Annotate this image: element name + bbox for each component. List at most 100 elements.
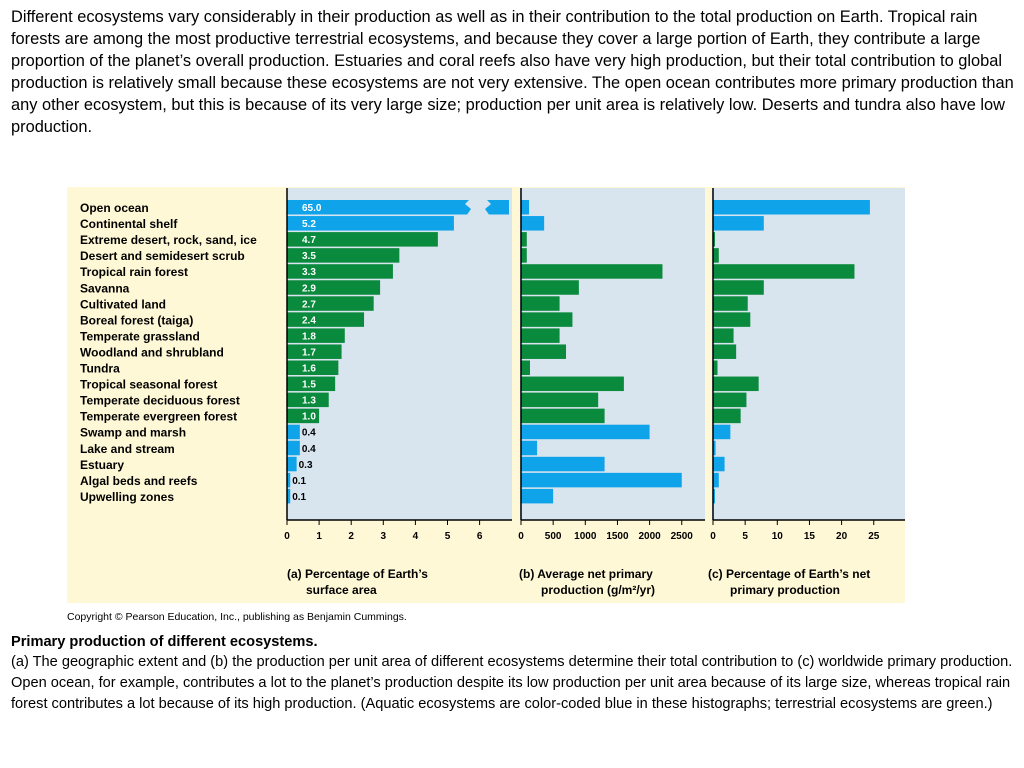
panel-title-b: (b) Average net primary — [519, 567, 653, 581]
category-label: Open ocean — [80, 201, 149, 215]
bar-value-label: 1.7 — [302, 347, 316, 358]
x-tick-label: 10 — [772, 531, 784, 542]
category-label: Extreme desert, rock, sand, ice — [80, 233, 257, 247]
bar-value-label: 2.9 — [302, 283, 316, 294]
category-label: Savanna — [80, 281, 130, 295]
x-tick-label: 0 — [710, 531, 716, 542]
bar-value-label: 1.8 — [302, 331, 316, 342]
bar — [521, 424, 650, 440]
x-tick-label: 5 — [742, 531, 748, 542]
bar — [521, 296, 560, 311]
intro-paragraph: Different ecosystems vary considerably i… — [11, 8, 1014, 136]
bar — [287, 200, 509, 215]
bar-value-label: 5.2 — [302, 219, 316, 230]
bar-value-label: 0.1 — [292, 492, 306, 503]
x-tick-label: 0 — [518, 531, 524, 542]
category-label: Desert and semidesert scrub — [80, 249, 245, 263]
bar-value-label: 3.5 — [302, 251, 316, 262]
x-tick-label: 20 — [836, 531, 848, 542]
bar — [713, 488, 715, 504]
bar — [287, 488, 291, 504]
chart-panel-a: 65.0 5.2 4.7 3.5 3.3 2.9 2.7 2.4 1.8 1.7 1.6 1.5 1.3… — [284, 188, 512, 542]
bar — [287, 216, 454, 231]
bar — [713, 440, 716, 456]
bar — [287, 296, 374, 311]
bar — [287, 328, 345, 343]
x-tick-label: 500 — [545, 531, 562, 542]
bar — [713, 280, 764, 295]
bar — [287, 344, 342, 359]
x-tick-label: 1500 — [606, 531, 629, 542]
bar-value-label: 0.1 — [292, 476, 306, 487]
x-tick-label: 2000 — [638, 531, 661, 542]
bar — [287, 456, 297, 472]
category-label: Tropical rain forest — [80, 265, 188, 279]
category-label: Tundra — [80, 362, 120, 376]
bar — [521, 408, 605, 424]
x-tick-label: 2500 — [671, 531, 694, 542]
bar — [287, 408, 320, 424]
chart-panels: 65.0 5.2 4.7 3.5 3.3 2.9 2.7 2.4 1.8 1.7 1.6 1.5 1.3… — [284, 188, 905, 542]
bar — [287, 280, 381, 295]
bar — [521, 360, 531, 375]
caption-text: (a) The geographic extent and (b) the pr… — [11, 654, 1013, 712]
category-label: Temperate grassland — [80, 329, 200, 343]
category-label: Boreal forest (taiga) — [80, 313, 193, 327]
chart-panel-c: 0 5 10 15 20 25 — [710, 188, 905, 542]
category-label: Continental shelf — [80, 217, 178, 231]
bar — [287, 424, 300, 440]
bar-value-label: 0.4 — [302, 428, 316, 439]
bar — [287, 376, 336, 392]
ecosystem-production-figure: 65.0 5.2 4.7 3.5 3.3 2.9 2.7 2.4 1.8 1.7 1.6 1.5 1.3… — [67, 187, 905, 603]
axis-break-mark — [465, 199, 491, 216]
bar — [713, 296, 748, 311]
bar — [287, 440, 300, 456]
bar-value-label: 2.7 — [302, 299, 316, 310]
category-label: Temperate evergreen forest — [80, 410, 237, 424]
x-tick-label: 1 — [316, 531, 322, 542]
category-label: Woodland and shrubland — [80, 345, 224, 359]
caption-title: Primary production of different ecosyste… — [11, 634, 318, 650]
category-label: Algal beds and reefs — [80, 474, 198, 488]
category-labels: Open ocean Continental shelf Extreme deser… — [80, 201, 257, 504]
bar — [713, 376, 759, 392]
bar — [521, 392, 599, 408]
bar — [713, 456, 725, 472]
bar — [713, 392, 747, 408]
bar — [521, 344, 567, 359]
copyright-notice: Copyright © Pearson Education, Inc., pub… — [67, 611, 407, 623]
panel-title-c: primary production — [730, 583, 840, 597]
x-tick-label: 15 — [804, 531, 816, 542]
bar-value-label: 1.5 — [302, 380, 316, 391]
bar-value-label: 65.0 — [302, 203, 322, 214]
bar-value-label: 1.6 — [302, 364, 316, 375]
bar — [713, 344, 737, 359]
bar — [713, 360, 718, 375]
x-tick-label: 25 — [868, 531, 880, 542]
bar — [287, 312, 365, 327]
bar-value-label: 0.3 — [299, 460, 313, 471]
bar-value-label: 1.3 — [302, 396, 316, 407]
category-label: Tropical seasonal forest — [80, 378, 217, 392]
category-label: Estuary — [80, 458, 124, 472]
bar-value-label: 4.7 — [302, 235, 316, 246]
bar — [287, 392, 329, 408]
bar — [521, 440, 538, 456]
bar — [287, 264, 393, 279]
bar — [521, 264, 663, 279]
bar-value-label: 2.4 — [302, 315, 316, 326]
bar — [521, 200, 530, 215]
bar — [713, 232, 715, 247]
chart-panel-b: 0 500 1000 1500 2000 2500 — [518, 188, 705, 542]
bar — [287, 472, 291, 488]
x-tick-label: 6 — [477, 531, 483, 542]
bar — [521, 280, 579, 295]
bar — [521, 376, 624, 392]
x-tick-label: 5 — [445, 531, 451, 542]
category-label: Swamp and marsh — [80, 426, 186, 440]
panel-title-a: surface area — [306, 583, 377, 597]
bar — [521, 456, 605, 472]
category-label: Upwelling zones — [80, 490, 174, 504]
bar — [521, 488, 554, 504]
bar-value-label: 3.3 — [302, 267, 316, 278]
